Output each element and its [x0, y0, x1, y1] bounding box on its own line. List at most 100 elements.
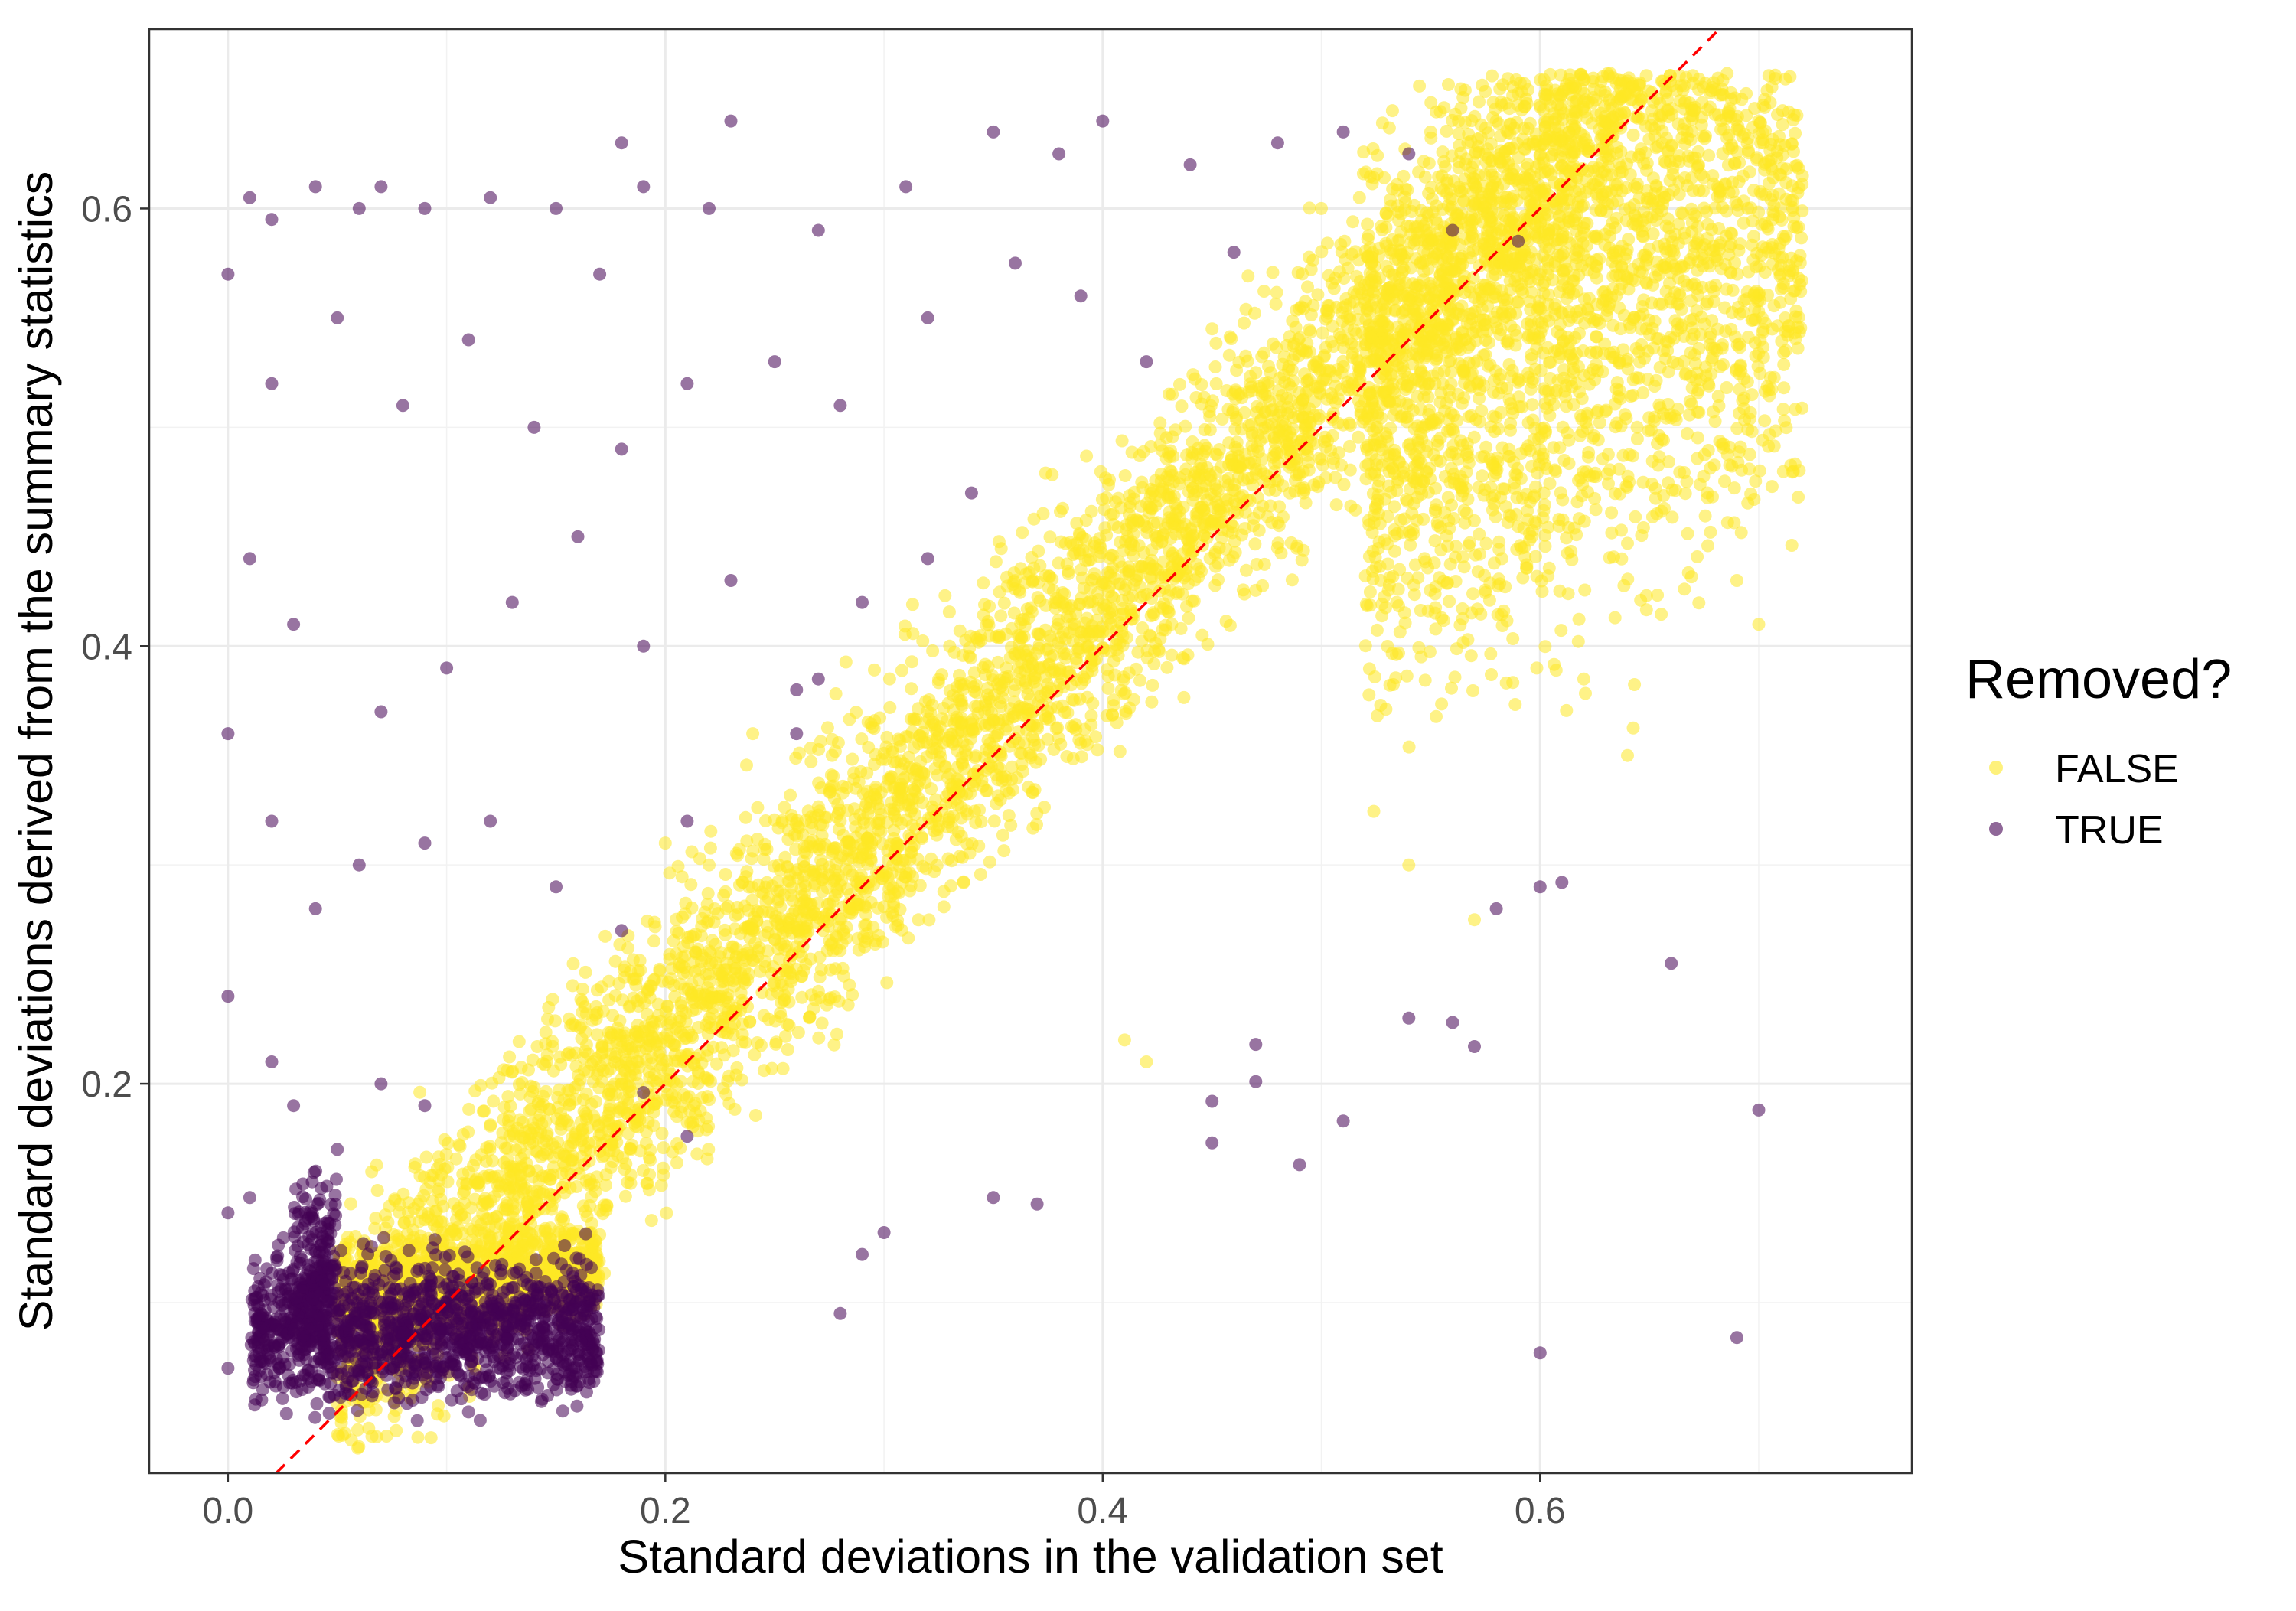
point-false [758, 1064, 771, 1077]
point-false [543, 1103, 556, 1116]
point-false [1050, 596, 1063, 609]
point-false [1188, 595, 1201, 608]
point-false [1223, 554, 1236, 567]
point-false [814, 970, 827, 983]
point-false [865, 839, 878, 852]
point-false [1164, 491, 1177, 504]
point-false [1361, 218, 1374, 231]
point-false [1075, 750, 1088, 763]
point-false [1133, 674, 1146, 687]
point-false [827, 770, 840, 783]
point-false [795, 991, 808, 1004]
point-false [1269, 484, 1282, 497]
point-false [1163, 511, 1176, 524]
point-false [1242, 386, 1255, 399]
point-false [868, 664, 881, 677]
point-false [881, 816, 894, 829]
point-false [1341, 311, 1354, 324]
point-false [774, 1006, 787, 1019]
point-false [579, 1143, 592, 1156]
point-false [978, 706, 991, 719]
point-false [1078, 723, 1091, 736]
point-false [1307, 437, 1320, 450]
point-false [739, 811, 752, 824]
point-false [1144, 501, 1157, 514]
point-false [1165, 465, 1178, 478]
point-false [846, 988, 859, 1001]
point-false [793, 946, 806, 959]
point-false [926, 699, 939, 712]
point-false [1342, 262, 1355, 275]
point-false [1022, 611, 1035, 625]
point-false [1330, 498, 1343, 511]
point-false [1130, 570, 1143, 583]
point-false [891, 914, 904, 927]
point-false [963, 650, 976, 663]
point-false [448, 1197, 461, 1210]
point-false [1316, 327, 1329, 340]
point-false [702, 1073, 715, 1086]
point-false [1336, 334, 1349, 347]
point-false [1270, 298, 1283, 311]
point-false [1166, 649, 1179, 662]
point-false [577, 1093, 590, 1106]
point-false [905, 655, 918, 668]
point-false [442, 1175, 455, 1188]
point-false [913, 774, 926, 787]
point-false [928, 865, 941, 878]
point-false [1286, 573, 1299, 586]
point-false [1192, 442, 1205, 455]
point-false [1204, 488, 1217, 501]
point-false [1145, 609, 1158, 622]
point-false [471, 1178, 484, 1191]
point-false [1303, 324, 1316, 337]
point-false [937, 736, 950, 749]
point-false [572, 1162, 585, 1175]
point-false [974, 868, 987, 881]
point-false [883, 673, 896, 686]
point-false [344, 1198, 357, 1211]
point-false [1044, 530, 1057, 543]
point-false [830, 687, 843, 700]
point-false [1163, 388, 1176, 401]
point-false [643, 1065, 656, 1078]
point-false [784, 975, 797, 988]
point-false [621, 941, 634, 954]
point-false [887, 897, 900, 910]
point-false [938, 589, 951, 602]
point-false [784, 789, 797, 802]
point-false [598, 1198, 611, 1212]
point-false [637, 1164, 650, 1177]
point-false [1176, 399, 1189, 413]
point-false [721, 1026, 734, 1039]
point-false [1348, 286, 1361, 299]
point-false [712, 907, 725, 920]
point-false [1091, 743, 1104, 756]
point-false [710, 1058, 723, 1071]
point-false [868, 722, 881, 735]
point-false [672, 860, 685, 873]
point-false [438, 1133, 451, 1146]
point-false [1254, 434, 1267, 447]
point-false [1289, 474, 1302, 488]
point-false [1112, 521, 1125, 534]
point-false [486, 1154, 499, 1167]
point-false [769, 1038, 782, 1051]
point-false [1028, 513, 1041, 526]
point-false [563, 1084, 576, 1097]
point-false [1240, 303, 1253, 316]
point-false [369, 1212, 382, 1225]
point-false [808, 868, 821, 881]
point-false [1257, 422, 1270, 435]
point-false [1228, 495, 1241, 508]
point-false [1102, 682, 1115, 695]
point-false [1097, 576, 1110, 589]
point-false [735, 1035, 748, 1048]
point-false [1159, 619, 1172, 632]
point-false [649, 920, 662, 933]
point-false [1144, 440, 1157, 453]
point-false [826, 749, 839, 762]
point-false [1160, 661, 1173, 674]
point-false [487, 1094, 500, 1107]
point-false [639, 1020, 652, 1033]
